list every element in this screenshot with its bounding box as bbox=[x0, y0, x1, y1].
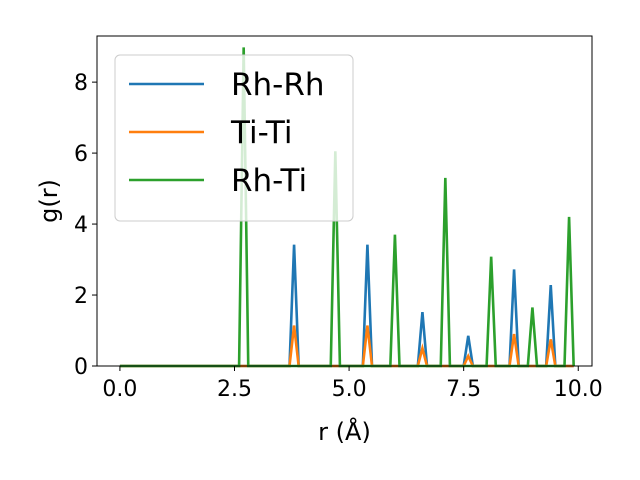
x-tick-label: 0.0 bbox=[102, 377, 137, 402]
series-line-1 bbox=[119, 244, 574, 368]
legend-label: Rh-Rh bbox=[231, 67, 325, 103]
y-tick-label: 6 bbox=[74, 142, 88, 167]
x-tick-label: 7.5 bbox=[446, 377, 481, 402]
x-axis-label: r (Å) bbox=[318, 417, 371, 446]
y-axis-label: g(r) bbox=[35, 179, 63, 223]
y-axis: 0 2 4 6 8 bbox=[74, 71, 97, 380]
x-axis: 0.0 2.5 5.0 7.5 10.0 bbox=[102, 366, 603, 402]
y-tick-label: 8 bbox=[74, 71, 88, 96]
legend-label: Ti-Ti bbox=[230, 115, 293, 151]
x-tick-label: 5.0 bbox=[332, 377, 367, 402]
legend-label: Rh-Ti bbox=[231, 163, 307, 199]
series-line-2 bbox=[119, 325, 574, 368]
x-tick-label: 2.5 bbox=[217, 377, 252, 402]
y-tick-label: 2 bbox=[74, 284, 88, 309]
plot-frame bbox=[96, 35, 593, 367]
y-tick-label: 0 bbox=[74, 355, 88, 380]
legend: Rh-Rh Ti-Ti Rh-Ti bbox=[114, 54, 354, 222]
x-tick-label: 10.0 bbox=[554, 377, 603, 402]
y-tick-label: 4 bbox=[74, 213, 88, 238]
